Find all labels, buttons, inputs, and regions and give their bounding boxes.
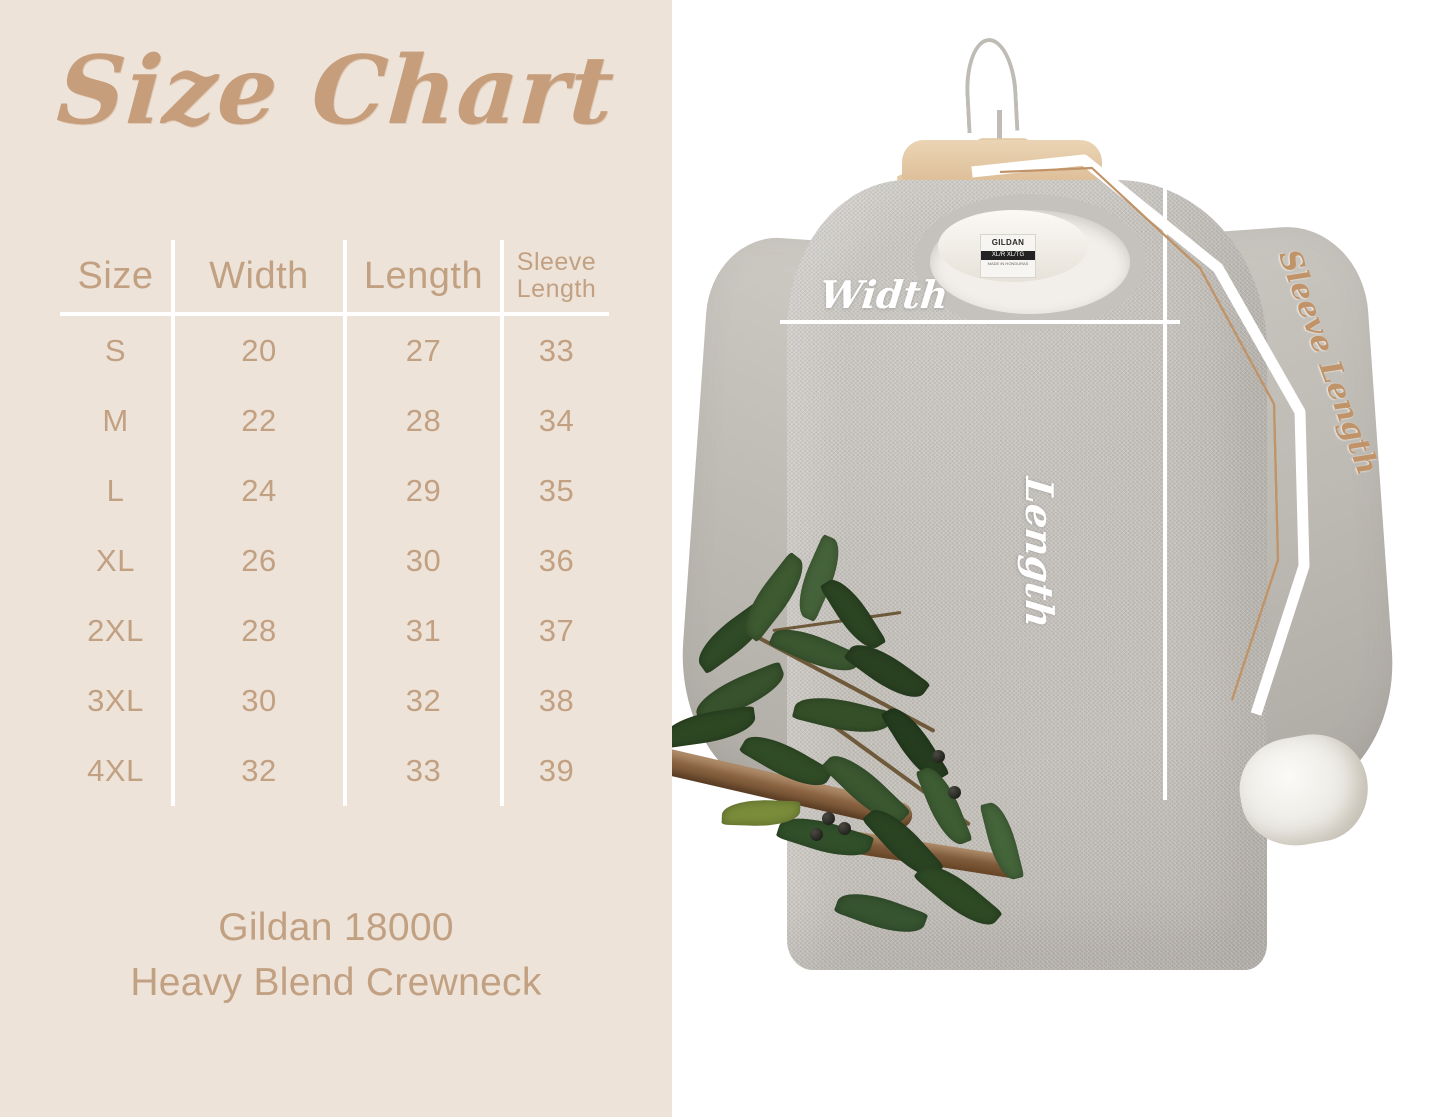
column-header-sleeve-length: Sleeve Length xyxy=(502,240,609,314)
cell-width: 30 xyxy=(173,666,347,736)
column-header-width: Width xyxy=(173,240,347,314)
neck-label-size: XL/R XL/TG xyxy=(981,250,1035,261)
hanger-hook-icon xyxy=(962,36,1020,134)
cell-sleeve: 39 xyxy=(538,753,575,788)
width-measure-line xyxy=(780,320,1180,324)
sleeve-header-line1: Sleeve xyxy=(516,248,597,276)
length-measure-line xyxy=(1163,64,1167,800)
cell-size: L xyxy=(60,456,175,526)
garment-photo-panel: GILDAN XL/R XL/TG MADE IN HONDURAS xyxy=(672,0,1445,1117)
cell-length: 27 xyxy=(345,314,504,386)
width-label: Width xyxy=(817,272,951,317)
table-row: 4XL 32 33 39 xyxy=(60,736,609,806)
table-row: S 20 27 33 xyxy=(60,314,609,386)
olive-leaf xyxy=(843,633,931,709)
size-table-container: Size Width Length Sleeve Length S 20 27 3… xyxy=(60,240,609,820)
cell-size: 4XL xyxy=(60,736,175,806)
olive-berry xyxy=(810,828,823,841)
cell-size: XL xyxy=(60,526,175,596)
table-header-row: Size Width Length Sleeve Length xyxy=(60,240,609,314)
cell-sleeve: 36 xyxy=(538,543,575,578)
cell-sleeve: 37 xyxy=(538,613,575,648)
table-row: XL 26 30 36 xyxy=(60,526,609,596)
column-header-size: Size xyxy=(60,240,175,314)
olive-berry xyxy=(948,786,961,799)
olive-branch-decoration xyxy=(672,533,1092,1030)
cell-width: 28 xyxy=(173,596,347,666)
page-title: Size Chart xyxy=(53,36,619,146)
cell-length: 33 xyxy=(345,736,504,806)
size-table: Size Width Length Sleeve Length S 20 27 3… xyxy=(60,240,609,806)
cell-size: 2XL xyxy=(60,596,175,666)
olive-berry xyxy=(838,822,851,835)
cell-sleeve: 35 xyxy=(538,473,575,508)
cell-length: 28 xyxy=(345,386,504,456)
product-name: Gildan 18000 Heavy Blend Crewneck xyxy=(0,900,672,1011)
neck-label-brand: GILDAN xyxy=(991,238,1025,247)
cell-size: M xyxy=(60,386,175,456)
olive-berry xyxy=(822,812,835,825)
cell-width: 24 xyxy=(173,456,347,526)
table-row: 2XL 28 31 37 xyxy=(60,596,609,666)
cell-size: 3XL xyxy=(60,666,175,736)
table-body: S 20 27 33 M 22 28 34 L 24 29 xyxy=(60,314,609,806)
length-label: Length xyxy=(1017,475,1062,631)
gildan-neck-label: GILDAN XL/R XL/TG MADE IN HONDURAS xyxy=(980,234,1036,278)
table-header: Size Width Length Sleeve Length xyxy=(60,240,609,314)
cell-width: 20 xyxy=(173,314,347,386)
cell-length: 29 xyxy=(345,456,504,526)
neck-label-care: MADE IN HONDURAS xyxy=(987,261,1029,267)
cell-length: 31 xyxy=(345,596,504,666)
cell-length: 30 xyxy=(345,526,504,596)
cell-size: S xyxy=(60,314,175,386)
cell-sleeve: 34 xyxy=(538,403,575,438)
table-row: M 22 28 34 xyxy=(60,386,609,456)
table-row: 3XL 30 32 38 xyxy=(60,666,609,736)
cell-width: 32 xyxy=(173,736,347,806)
cell-width: 22 xyxy=(173,386,347,456)
cell-sleeve: 33 xyxy=(538,333,575,368)
olive-leaf xyxy=(833,883,929,943)
hanger-stem xyxy=(997,110,1002,165)
column-header-length: Length xyxy=(345,240,504,314)
cell-sleeve: 38 xyxy=(538,683,575,718)
info-panel: Size Chart Size Width Length Sleeve Lengt… xyxy=(0,0,672,1117)
sleeve-header-line2: Length xyxy=(516,275,597,303)
olive-berry xyxy=(932,750,945,763)
product-name-line1: Gildan 18000 xyxy=(218,906,454,949)
product-name-line2: Heavy Blend Crewneck xyxy=(130,961,542,1005)
cell-width: 26 xyxy=(173,526,347,596)
table-row: L 24 29 35 xyxy=(60,456,609,526)
cell-length: 32 xyxy=(345,666,504,736)
